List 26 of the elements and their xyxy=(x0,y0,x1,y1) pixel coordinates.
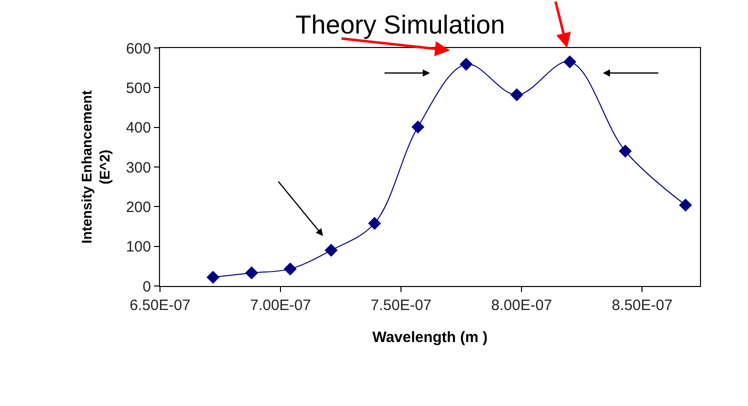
y-axis-title: Intensity Enhancement (E^2) xyxy=(78,90,113,244)
x-axis-title: Wavelength (m ) xyxy=(372,329,488,346)
chart-title: Theory Simulation xyxy=(295,9,505,40)
point xyxy=(324,244,338,257)
y-tick-label: 500 xyxy=(126,80,151,97)
x-tick-label: 8.00E-07 xyxy=(491,297,552,314)
y-tick-label: 100 xyxy=(126,238,151,256)
point xyxy=(368,216,382,230)
point xyxy=(510,88,524,102)
point xyxy=(679,198,692,212)
y-tick-label: 400 xyxy=(126,120,151,137)
x-tick-label: 6.50E-07 xyxy=(130,297,190,314)
x-tick-label: 8.50E-07 xyxy=(612,297,673,314)
point xyxy=(411,120,424,134)
y-tick-label: 0 xyxy=(142,278,151,296)
point xyxy=(206,270,220,284)
point xyxy=(245,266,258,280)
point xyxy=(284,262,297,276)
point xyxy=(460,58,473,71)
y-tick-label: 200 xyxy=(126,198,151,216)
x-tick-label: 7.00E-07 xyxy=(250,297,311,314)
point xyxy=(618,144,632,158)
y-tick-label: 600 xyxy=(126,40,151,58)
x-tick-label: 7.50E-07 xyxy=(370,297,432,314)
y-tick-label: 300 xyxy=(126,159,151,176)
point xyxy=(563,55,576,68)
